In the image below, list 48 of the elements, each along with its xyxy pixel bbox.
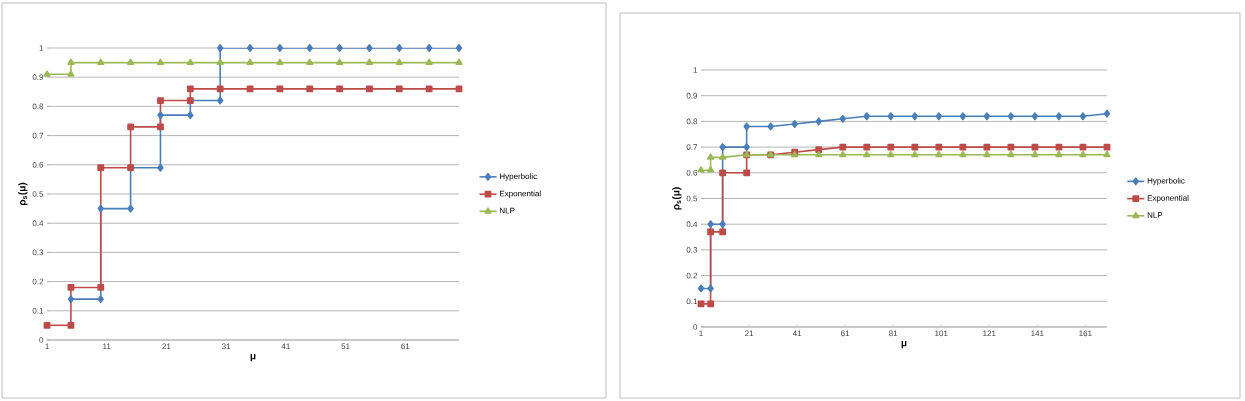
text: ρ$_{s}$(μ) [672,187,682,210]
y-tick-label: 0.9 [32,74,44,81]
y-tick-label: 0.4 [32,220,44,227]
x-tick-label: 21 [162,343,171,350]
y-tick-label: 0 [693,324,698,330]
y-tick-label: 1 [39,45,44,51]
x-tick-label: 121 [983,330,996,337]
y-tick-label: 0.9 [686,92,698,99]
legend-label: NLP [500,207,515,214]
x-tick-label: 41 [792,330,802,337]
y-tick-label: 0.6 [32,161,44,168]
y-tick-label: 0.8 [686,118,698,125]
x-tick-label: 21 [745,330,754,337]
x-tick-label: 1 [699,330,703,337]
y-tick-label: 0.1 [32,307,44,314]
x-tick-label: 61 [841,330,850,337]
y-tick-label: 0.5 [32,191,44,197]
x-tick-label: 101 [935,330,948,337]
y-tick-label: 0.7 [32,132,44,139]
legend-label: Exponential [1147,194,1189,203]
y-tick-label: 0 [39,337,44,343]
x-tick-label: 161 [1079,330,1092,337]
x-tick-label: 1 [45,343,49,350]
y-tick-label: 0.2 [32,278,44,285]
y-tick-label: 0.3 [686,247,698,253]
legend-label: Exponential [500,190,541,198]
x-tick-label: 61 [401,343,410,350]
y-tick-label: 0.3 [32,249,44,256]
x-axis-title: μ [901,341,907,349]
x-tick-label: 11 [103,343,111,350]
y-tick-label: 0.8 [32,103,44,110]
y-tick-label: 0.1 [686,298,698,305]
y-tick-label: 0.4 [686,221,698,228]
x-tick-label: 81 [889,330,898,337]
x-tick-label: 31 [221,343,231,350]
x-tick-label: 51 [341,343,350,350]
legend-label: Hyperbolic [1147,177,1185,186]
y-tick-label: 1 [693,67,698,73]
y-tick-label: 0.7 [686,144,698,150]
y-tick-label: 0.2 [686,272,698,279]
legend-label: Hyperbolic [500,173,537,181]
x-tick-label: 41 [281,343,290,350]
x-axis-title: μ [250,354,256,362]
text: ρ$_{s}$(μ) [18,182,28,206]
x-tick-label: 141 [1031,330,1044,337]
y-tick-label: 0.5 [686,195,698,202]
legend-label: NLP [1147,212,1163,218]
y-tick-label: 0.6 [686,169,698,176]
